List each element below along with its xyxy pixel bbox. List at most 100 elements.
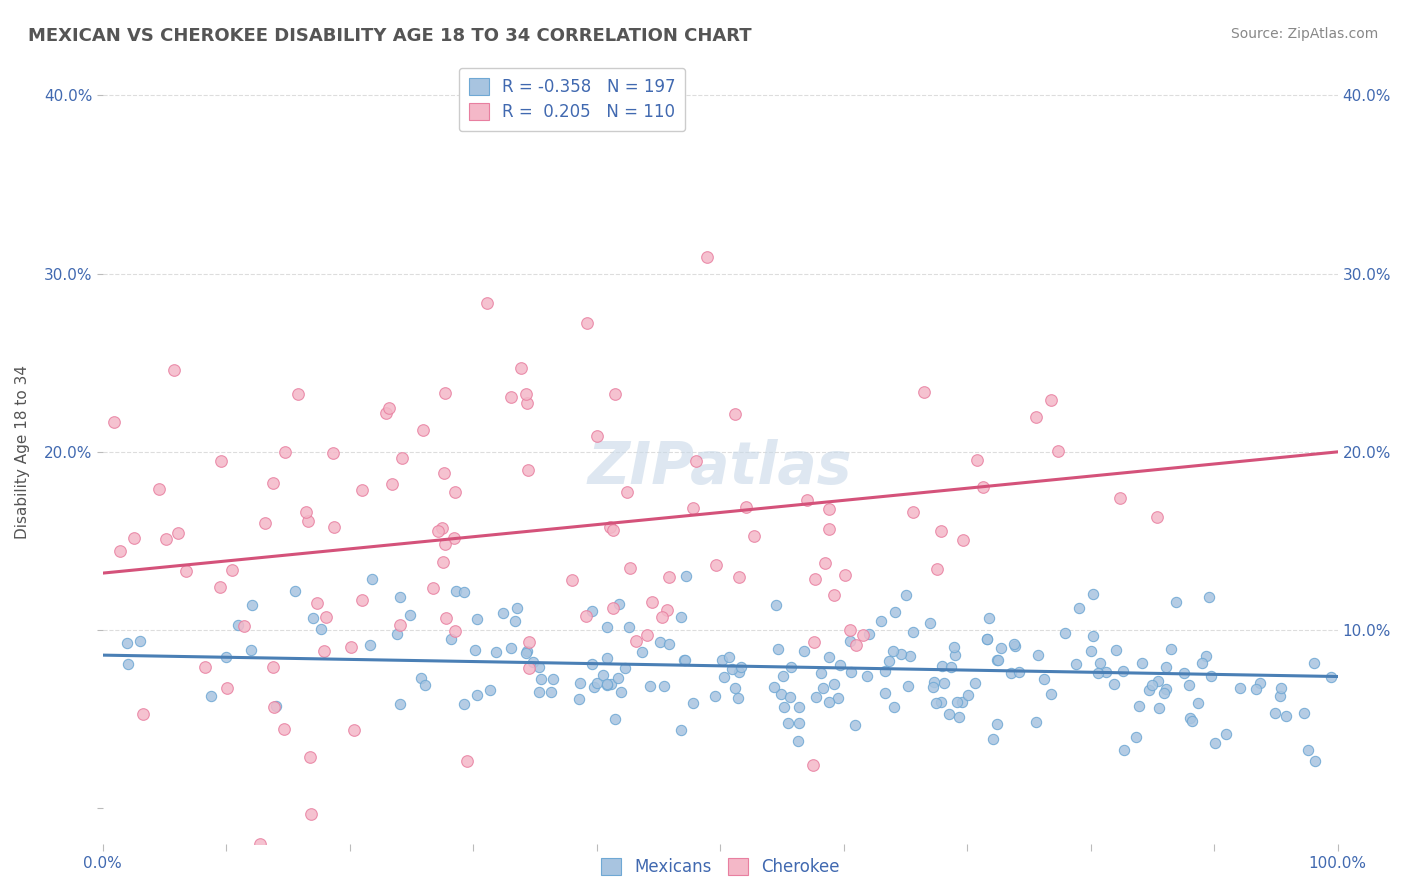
Point xyxy=(834,568,856,582)
Point xyxy=(1140,678,1163,692)
Point xyxy=(648,635,671,649)
Point xyxy=(596,678,619,692)
Point xyxy=(1095,665,1118,679)
Point xyxy=(1046,444,1069,458)
Point xyxy=(262,660,284,674)
Point xyxy=(200,689,222,703)
Point xyxy=(228,618,250,632)
Point xyxy=(877,654,900,668)
Point xyxy=(883,699,905,714)
Point xyxy=(818,522,841,536)
Point xyxy=(249,837,271,851)
Point xyxy=(273,723,295,737)
Point xyxy=(1109,491,1132,506)
Point xyxy=(1004,639,1026,653)
Point xyxy=(945,648,967,663)
Point xyxy=(786,734,808,748)
Point xyxy=(1320,670,1343,684)
Point xyxy=(922,674,945,689)
Point xyxy=(728,570,751,584)
Point xyxy=(685,454,707,468)
Point xyxy=(148,483,170,497)
Point xyxy=(696,250,718,264)
Point xyxy=(399,608,422,623)
Point xyxy=(515,646,537,660)
Point xyxy=(340,640,363,654)
Point xyxy=(1195,648,1218,663)
Point xyxy=(841,665,863,679)
Point xyxy=(422,581,444,595)
Point xyxy=(603,712,626,726)
Point xyxy=(444,485,467,500)
Point xyxy=(583,680,606,694)
Point xyxy=(352,483,374,498)
Point xyxy=(939,660,962,674)
Point xyxy=(619,561,641,575)
Point xyxy=(592,668,614,682)
Point xyxy=(253,516,276,530)
Point xyxy=(1181,714,1204,728)
Point xyxy=(465,612,488,626)
Point xyxy=(977,611,1000,625)
Point xyxy=(412,423,434,437)
Point xyxy=(724,681,747,695)
Point xyxy=(388,590,411,604)
Point xyxy=(1204,736,1226,750)
Point xyxy=(430,521,453,535)
Point xyxy=(427,524,450,538)
Point xyxy=(503,615,526,629)
Point xyxy=(803,635,825,649)
Point xyxy=(600,677,623,691)
Point xyxy=(713,670,735,684)
Point xyxy=(1039,687,1062,701)
Point xyxy=(990,640,1012,655)
Point xyxy=(1264,706,1286,720)
Point xyxy=(983,731,1005,746)
Point xyxy=(1081,587,1104,601)
Point xyxy=(208,580,231,594)
Point xyxy=(439,632,461,646)
Point xyxy=(710,653,733,667)
Point xyxy=(852,628,875,642)
Point xyxy=(215,650,238,665)
Point xyxy=(929,694,952,708)
Point xyxy=(478,683,501,698)
Point xyxy=(361,572,384,586)
Point xyxy=(240,598,263,612)
Point xyxy=(986,717,1008,731)
Point xyxy=(890,647,912,661)
Point xyxy=(378,401,401,415)
Point xyxy=(516,396,538,410)
Point xyxy=(1040,393,1063,408)
Point xyxy=(1292,706,1315,720)
Point xyxy=(607,671,630,685)
Point xyxy=(869,614,891,628)
Point xyxy=(465,688,488,702)
Point xyxy=(616,484,638,499)
Point xyxy=(651,610,673,624)
Point xyxy=(818,501,841,516)
Point xyxy=(1153,686,1175,700)
Point xyxy=(1215,727,1237,741)
Point xyxy=(844,718,866,732)
Point xyxy=(443,531,465,545)
Point xyxy=(966,452,988,467)
Point xyxy=(682,500,704,515)
Point xyxy=(155,532,177,546)
Point xyxy=(769,687,792,701)
Point xyxy=(742,529,765,543)
Point xyxy=(409,671,432,685)
Point xyxy=(1087,665,1109,680)
Point xyxy=(1114,743,1136,757)
Point xyxy=(1249,676,1271,690)
Point xyxy=(209,454,232,468)
Point xyxy=(658,637,681,651)
Point xyxy=(1000,666,1022,681)
Point xyxy=(434,537,457,551)
Point xyxy=(776,716,799,731)
Point xyxy=(818,695,841,709)
Point xyxy=(475,296,498,310)
Point xyxy=(167,525,190,540)
Point xyxy=(1229,681,1251,696)
Point xyxy=(1302,656,1324,670)
